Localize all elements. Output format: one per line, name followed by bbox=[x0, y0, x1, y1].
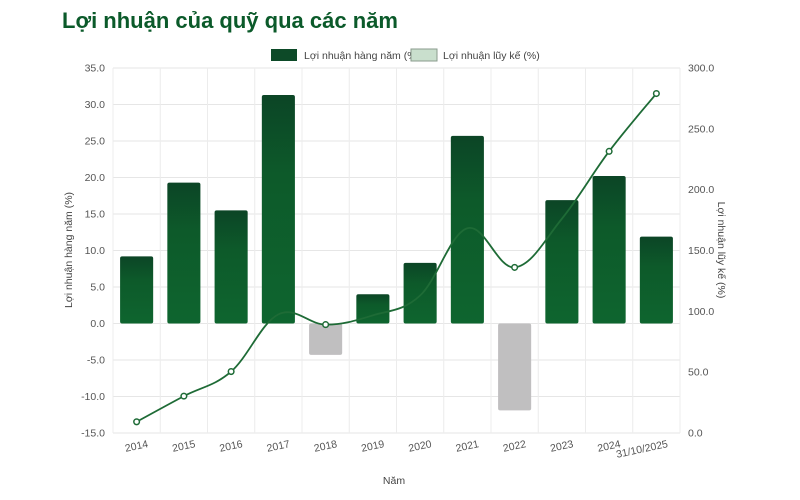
bar-annual bbox=[639, 236, 673, 324]
y-tick-label: 35.0 bbox=[85, 63, 106, 75]
x-tick-label: 2015 bbox=[171, 438, 196, 455]
x-tick-label: 2020 bbox=[407, 438, 432, 455]
x-tick-label: 2022 bbox=[502, 438, 527, 455]
cumulative-point bbox=[511, 263, 519, 271]
cumulative-point bbox=[322, 321, 330, 329]
cumulative-point bbox=[605, 147, 613, 155]
bar-annual bbox=[261, 95, 295, 324]
legend-swatch-cumulative bbox=[410, 48, 438, 62]
left-axis-ticks: -15.0 -10.0 -5.0 0.0 5.0 10.0 15.0 20.0 25.0 30.0… bbox=[81, 63, 105, 440]
y-tick-label: -5.0 bbox=[87, 355, 105, 367]
x-tick-label: 2014 bbox=[124, 438, 149, 455]
bar-annual bbox=[120, 256, 154, 324]
x-axis-ticks: 2014 2015 2016 2017 2018 2019 2020 2021 2022 2023… bbox=[124, 438, 669, 461]
bar-annual bbox=[167, 182, 201, 324]
bar-annual bbox=[356, 294, 390, 324]
x-axis-label: Năm bbox=[383, 475, 405, 487]
y-tick-label: -15.0 bbox=[81, 428, 105, 440]
y2-tick-label: 250.0 bbox=[688, 123, 714, 135]
y2-tick-label: 0.0 bbox=[688, 428, 703, 440]
legend-swatch-annual bbox=[271, 49, 297, 61]
legend-label-annual: Lợi nhuận hàng năm (%) bbox=[304, 50, 420, 62]
x-tick-label: 2024 bbox=[596, 438, 621, 455]
bar-annual bbox=[214, 210, 248, 324]
x-tick-label: 2016 bbox=[218, 438, 243, 455]
grid-lines bbox=[112, 67, 681, 434]
x-tick-label: 2021 bbox=[455, 438, 480, 455]
x-tick-label: 2023 bbox=[549, 438, 574, 455]
bar-annual bbox=[592, 176, 626, 324]
y2-tick-label: 150.0 bbox=[688, 245, 714, 257]
y-tick-label: 25.0 bbox=[85, 136, 106, 148]
y-tick-label: 20.0 bbox=[85, 172, 106, 184]
page-title: Lợi nhuận của quỹ qua các năm bbox=[62, 8, 398, 33]
cumulative-point bbox=[227, 368, 235, 376]
y-tick-label: 30.0 bbox=[85, 99, 106, 111]
bar-annual bbox=[309, 323, 343, 355]
legend-label-cumulative: Lợi nhuận lũy kế (%) bbox=[443, 50, 540, 62]
bar-annual bbox=[450, 135, 484, 324]
right-axis-ticks: 0.0 50.0 100.0 150.0 200.0 250.0 300.0 bbox=[688, 63, 714, 440]
cumulative-line-group bbox=[133, 90, 660, 426]
legend[interactable]: Lợi nhuận hàng năm (%) Lợi nhuận lũy kế … bbox=[271, 48, 540, 62]
cumulative-point bbox=[180, 392, 188, 400]
y-tick-label: 0.0 bbox=[90, 318, 105, 330]
cumulative-point bbox=[133, 418, 141, 426]
bar-annual bbox=[403, 262, 437, 324]
y2-tick-label: 50.0 bbox=[688, 367, 709, 379]
y2-tick-label: 100.0 bbox=[688, 306, 714, 318]
bar-annual bbox=[498, 323, 532, 411]
y-tick-label: 15.0 bbox=[85, 209, 106, 221]
y-tick-label: 5.0 bbox=[90, 282, 105, 294]
y-tick-label: -10.0 bbox=[81, 391, 105, 403]
y2-tick-label: 300.0 bbox=[688, 63, 714, 75]
y-tick-label: 10.0 bbox=[85, 245, 106, 257]
cumulative-point bbox=[652, 90, 660, 98]
x-tick-label: 2019 bbox=[360, 438, 385, 455]
y-axis-label: Lợi nhuận hàng năm (%) bbox=[63, 192, 75, 308]
y2-tick-label: 200.0 bbox=[688, 184, 714, 196]
x-tick-label: 2018 bbox=[313, 438, 338, 455]
y2-axis-label: Lợi nhuận lũy kế (%) bbox=[715, 202, 727, 299]
x-tick-label: 31/10/2025 bbox=[615, 438, 669, 461]
x-tick-label: 2017 bbox=[266, 438, 291, 455]
bars-group bbox=[120, 95, 673, 411]
